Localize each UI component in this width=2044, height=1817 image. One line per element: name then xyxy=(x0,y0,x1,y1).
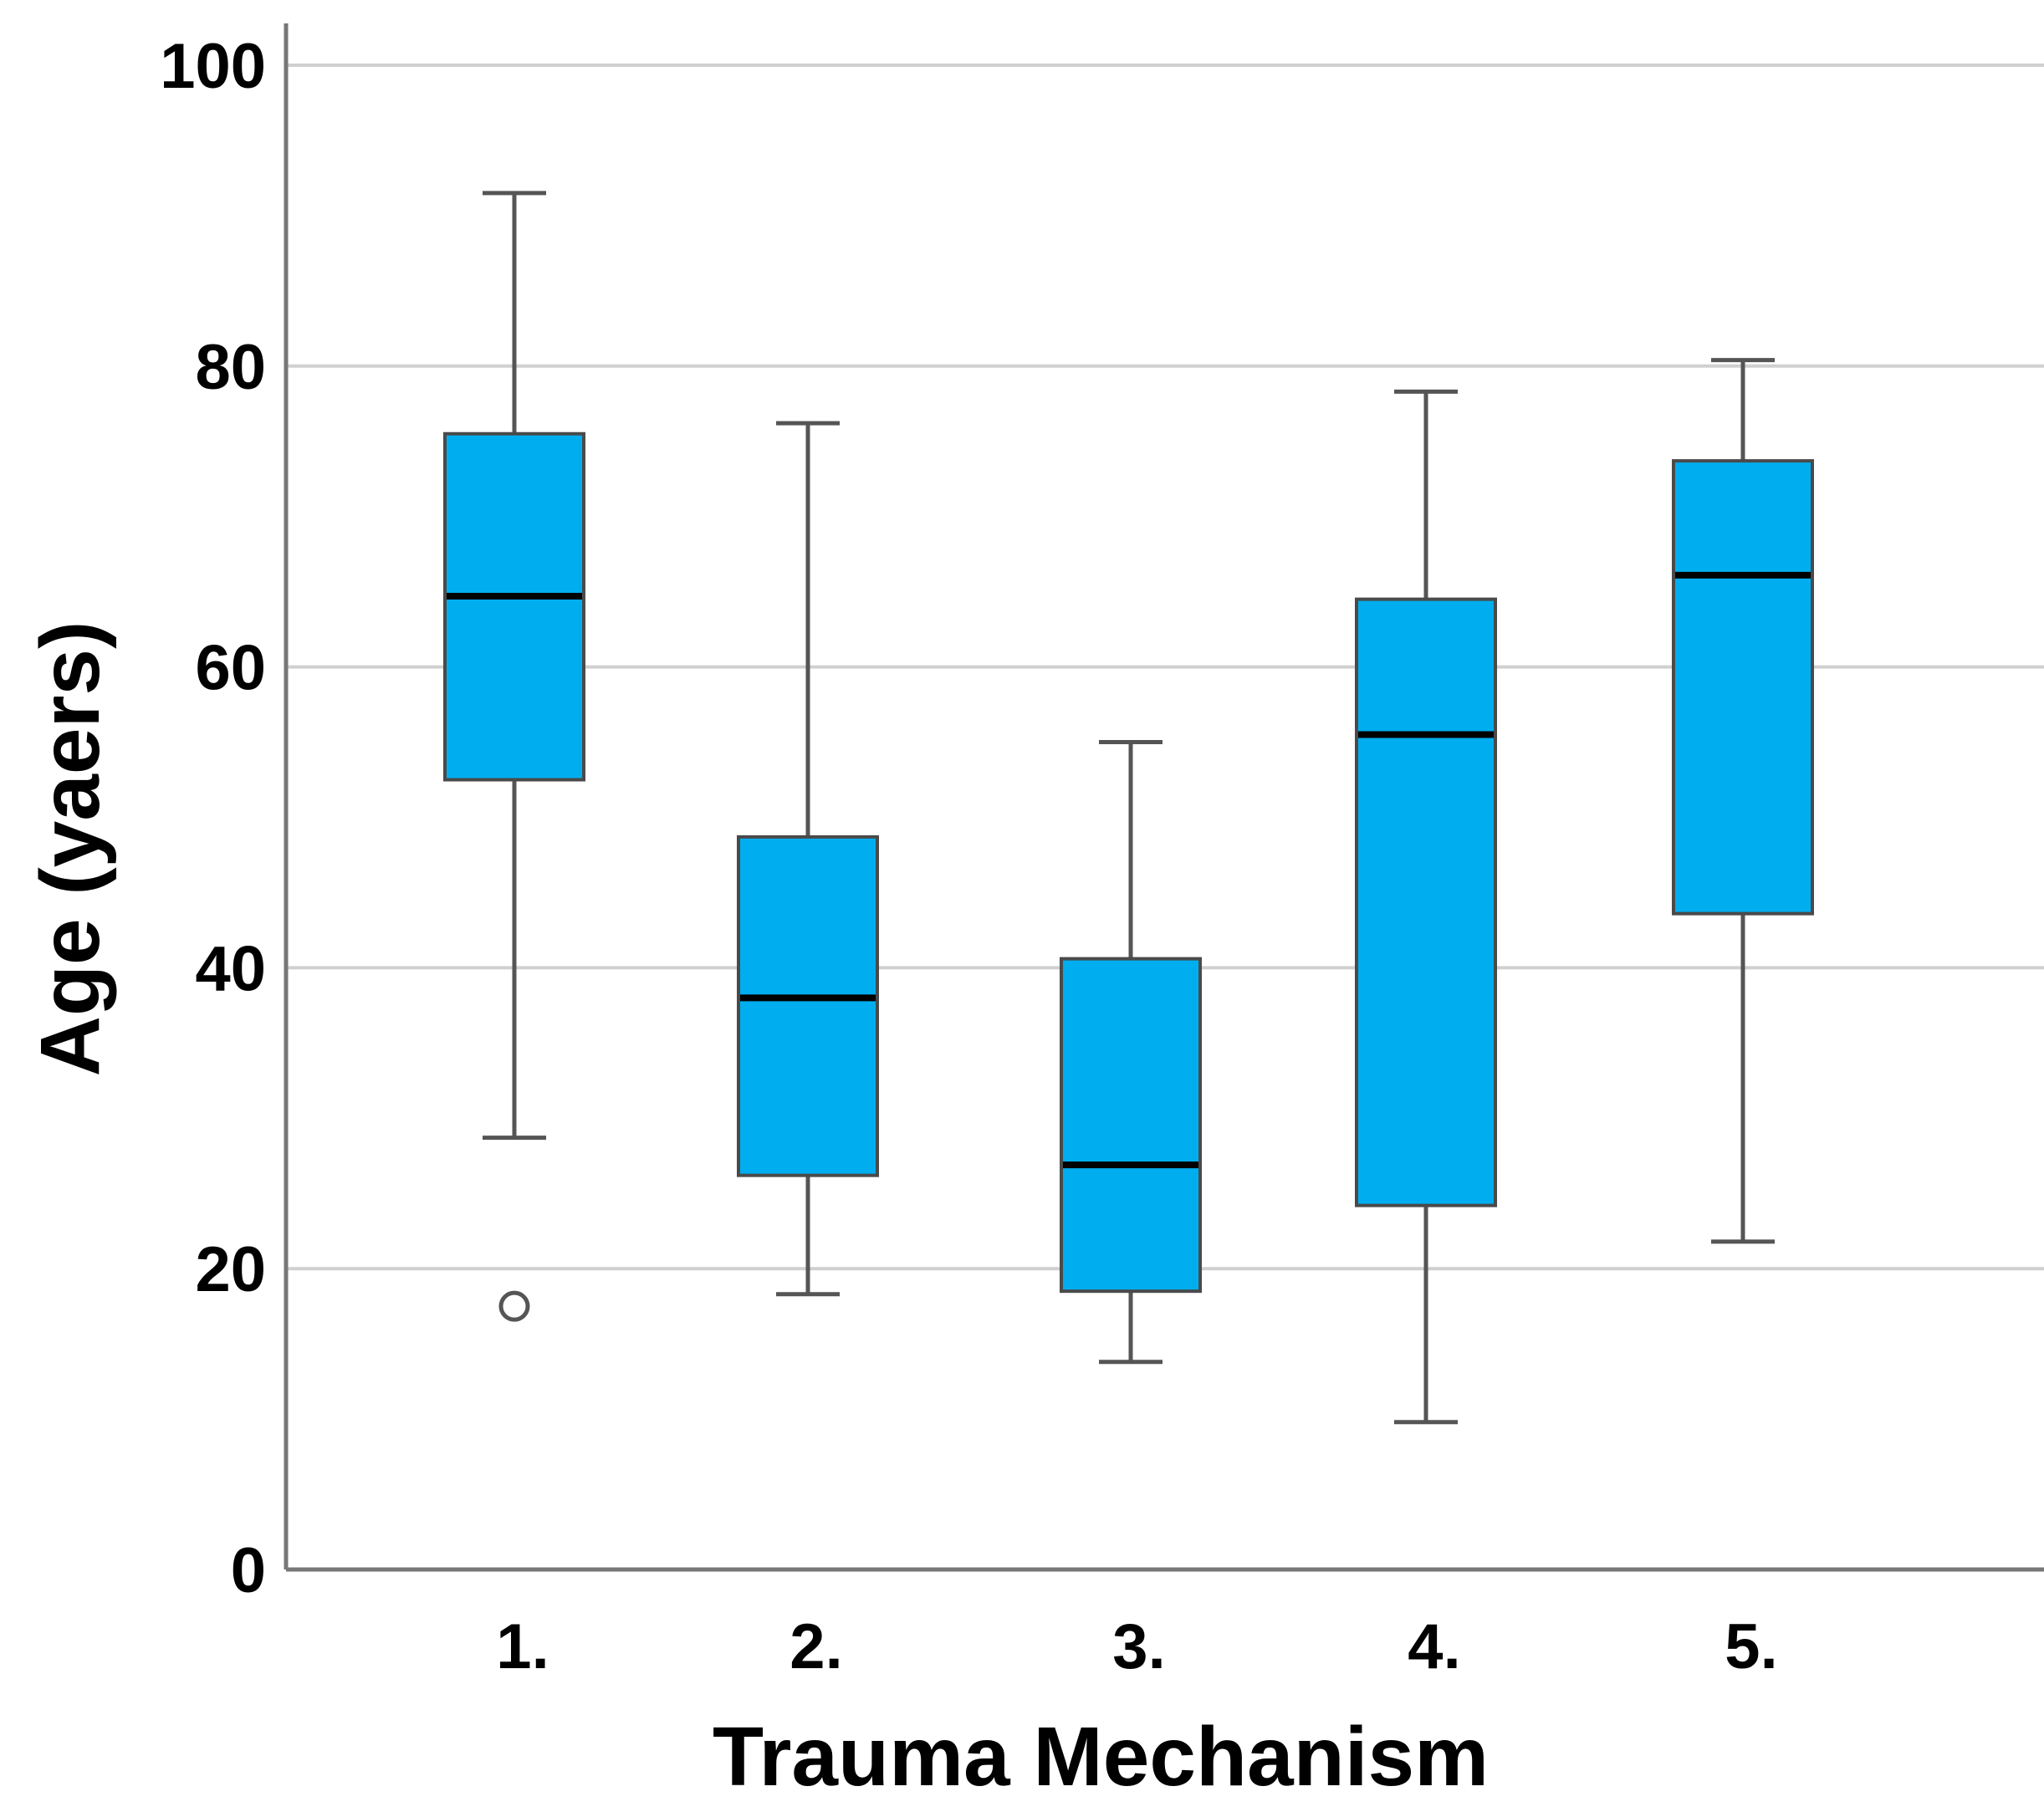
x-axis-title: Trauma Mechanism xyxy=(713,1710,1489,1804)
box-group-2 xyxy=(737,421,879,1297)
iqr-box xyxy=(737,834,879,1177)
y-tick-label: 20 xyxy=(195,1234,266,1305)
axes xyxy=(284,23,2044,1572)
box-group-4 xyxy=(1355,389,1497,1425)
iqr-box xyxy=(1672,459,1814,916)
iqr-box xyxy=(1060,957,1202,1294)
y-axis-title: Age (yaers) xyxy=(23,621,117,1077)
x-tick-label: 1. xyxy=(496,1611,549,1682)
iqr-box xyxy=(1355,597,1497,1207)
y-tick-label: 100 xyxy=(160,31,266,102)
outlier-point xyxy=(498,1290,530,1322)
y-tick-label: 40 xyxy=(195,933,266,1004)
y-tick-label: 80 xyxy=(195,332,266,403)
x-tick-label: 5. xyxy=(1725,1611,1777,1682)
x-tick-label: 3. xyxy=(1112,1611,1165,1682)
boxes xyxy=(443,191,1814,1425)
x-tick-label: 2. xyxy=(789,1611,842,1682)
y-tick-label: 0 xyxy=(231,1535,266,1606)
iqr-box xyxy=(443,431,585,782)
tick-labels: 0 20 40 60 80 100 1. 2. 3. 4. 5. xyxy=(160,31,1778,1682)
box-group-1 xyxy=(443,191,585,1322)
box-group-5 xyxy=(1672,358,1814,1244)
box-group-3 xyxy=(1060,740,1202,1365)
y-tick-label: 60 xyxy=(195,633,266,704)
x-tick-label: 4. xyxy=(1408,1611,1460,1682)
